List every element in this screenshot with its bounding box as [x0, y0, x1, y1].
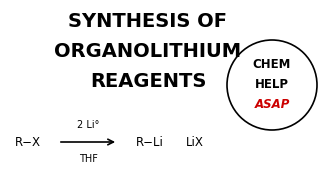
Text: ASAP: ASAP — [254, 98, 290, 111]
Text: SYNTHESIS OF: SYNTHESIS OF — [68, 12, 228, 31]
Text: R−Li: R−Li — [136, 136, 164, 148]
Text: HELP: HELP — [255, 78, 289, 91]
Text: THF: THF — [79, 154, 97, 164]
Text: R−X: R−X — [15, 136, 41, 148]
Text: LiX: LiX — [186, 136, 204, 148]
Text: CHEM: CHEM — [253, 58, 291, 71]
Text: REAGENTS: REAGENTS — [90, 72, 206, 91]
Text: ORGANOLITHIUM: ORGANOLITHIUM — [54, 42, 242, 61]
Text: 2 Li°: 2 Li° — [77, 120, 99, 130]
